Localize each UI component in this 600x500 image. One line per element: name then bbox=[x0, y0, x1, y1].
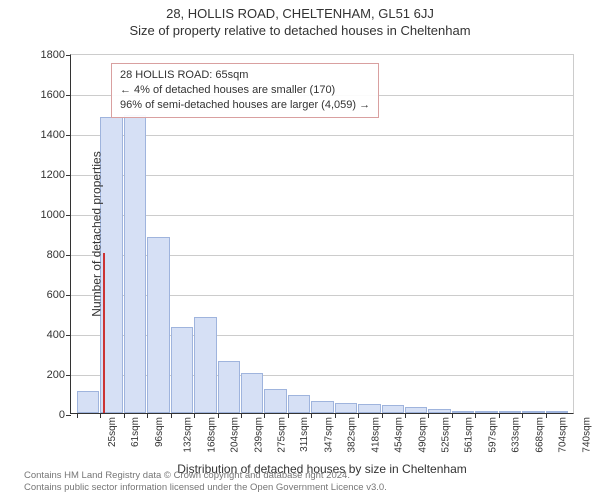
x-tick-mark bbox=[405, 413, 406, 418]
histogram-bar bbox=[311, 401, 333, 413]
x-tick-mark bbox=[499, 413, 500, 418]
y-tick-mark bbox=[66, 375, 71, 376]
x-tick-label: 239sqm bbox=[253, 417, 264, 453]
footer-line-1: Contains HM Land Registry data © Crown c… bbox=[24, 470, 387, 482]
histogram-bar bbox=[147, 237, 169, 413]
x-tick-label: 704sqm bbox=[558, 417, 569, 453]
x-tick-mark bbox=[264, 413, 265, 418]
x-tick-label: 740sqm bbox=[581, 417, 592, 453]
histogram-bar bbox=[405, 407, 427, 413]
y-axis-label: Number of detached properties bbox=[90, 151, 104, 316]
x-tick-label: 61sqm bbox=[130, 417, 141, 447]
x-tick-mark bbox=[546, 413, 547, 418]
x-tick-label: 633sqm bbox=[511, 417, 522, 453]
x-tick-label: 418sqm bbox=[370, 417, 381, 453]
histogram-bar bbox=[475, 411, 497, 413]
y-tick-mark bbox=[66, 215, 71, 216]
y-tick-mark bbox=[66, 335, 71, 336]
attribution-footer: Contains HM Land Registry data © Crown c… bbox=[24, 470, 387, 494]
histogram-bar bbox=[171, 327, 193, 413]
x-tick-label: 525sqm bbox=[441, 417, 452, 453]
x-tick-mark bbox=[171, 413, 172, 418]
x-tick-label: 96sqm bbox=[154, 417, 165, 447]
x-tick-label: 168sqm bbox=[206, 417, 217, 453]
histogram-bar bbox=[452, 411, 474, 413]
histogram-bar bbox=[428, 409, 450, 413]
x-tick-mark bbox=[288, 413, 289, 418]
y-tick-mark bbox=[66, 175, 71, 176]
histogram-bar bbox=[124, 115, 146, 413]
histogram-bar bbox=[241, 373, 263, 413]
footer-line-2: Contains public sector information licen… bbox=[24, 482, 387, 494]
histogram-bar bbox=[358, 404, 380, 413]
x-tick-label: 597sqm bbox=[487, 417, 498, 453]
histogram-bar bbox=[522, 411, 544, 413]
histogram-bar bbox=[288, 395, 310, 413]
x-tick-label: 668sqm bbox=[534, 417, 545, 453]
histogram-bar bbox=[382, 405, 404, 413]
plot-area: 02004006008001000120014001600180025sqm61… bbox=[70, 54, 574, 414]
x-tick-mark bbox=[147, 413, 148, 418]
chart-area: 02004006008001000120014001600180025sqm61… bbox=[70, 54, 574, 414]
x-tick-mark bbox=[311, 413, 312, 418]
info-line-3: 96% of semi-detached houses are larger (… bbox=[120, 98, 370, 113]
info-line-2: ← 4% of detached houses are smaller (170… bbox=[120, 83, 370, 98]
x-tick-mark bbox=[100, 413, 101, 418]
histogram-bar bbox=[194, 317, 216, 413]
y-tick-mark bbox=[66, 135, 71, 136]
x-tick-mark bbox=[358, 413, 359, 418]
x-tick-label: 382sqm bbox=[347, 417, 358, 453]
x-tick-mark bbox=[335, 413, 336, 418]
x-tick-mark bbox=[475, 413, 476, 418]
histogram-bar bbox=[77, 391, 99, 413]
x-tick-mark bbox=[241, 413, 242, 418]
y-tick-mark bbox=[66, 55, 71, 56]
y-tick-mark bbox=[66, 255, 71, 256]
x-tick-label: 454sqm bbox=[394, 417, 405, 453]
info-box: 28 HOLLIS ROAD: 65sqm ← 4% of detached h… bbox=[111, 63, 379, 118]
x-tick-mark bbox=[382, 413, 383, 418]
info-line-1: 28 HOLLIS ROAD: 65sqm bbox=[120, 68, 370, 83]
x-tick-mark bbox=[428, 413, 429, 418]
x-tick-label: 347sqm bbox=[323, 417, 334, 453]
histogram-bar bbox=[499, 411, 521, 413]
y-tick-mark bbox=[66, 415, 71, 416]
x-tick-mark bbox=[218, 413, 219, 418]
x-tick-mark bbox=[124, 413, 125, 418]
x-tick-label: 275sqm bbox=[277, 417, 288, 453]
x-tick-mark bbox=[522, 413, 523, 418]
x-tick-mark bbox=[452, 413, 453, 418]
chart-supertitle: 28, HOLLIS ROAD, CHELTENHAM, GL51 6JJ bbox=[0, 6, 600, 21]
x-tick-label: 561sqm bbox=[464, 417, 475, 453]
x-tick-mark bbox=[77, 413, 78, 418]
x-tick-label: 132sqm bbox=[183, 417, 194, 453]
x-tick-label: 25sqm bbox=[107, 417, 118, 447]
x-tick-label: 311sqm bbox=[299, 417, 310, 452]
histogram-bar bbox=[546, 411, 568, 413]
histogram-bar bbox=[335, 403, 357, 413]
histogram-bar bbox=[218, 361, 240, 413]
chart-subtitle: Size of property relative to detached ho… bbox=[0, 23, 600, 38]
x-tick-label: 490sqm bbox=[417, 417, 428, 453]
x-tick-label: 204sqm bbox=[230, 417, 241, 453]
x-tick-mark bbox=[194, 413, 195, 418]
y-tick-mark bbox=[66, 95, 71, 96]
y-tick-mark bbox=[66, 295, 71, 296]
histogram-bar bbox=[264, 389, 286, 413]
